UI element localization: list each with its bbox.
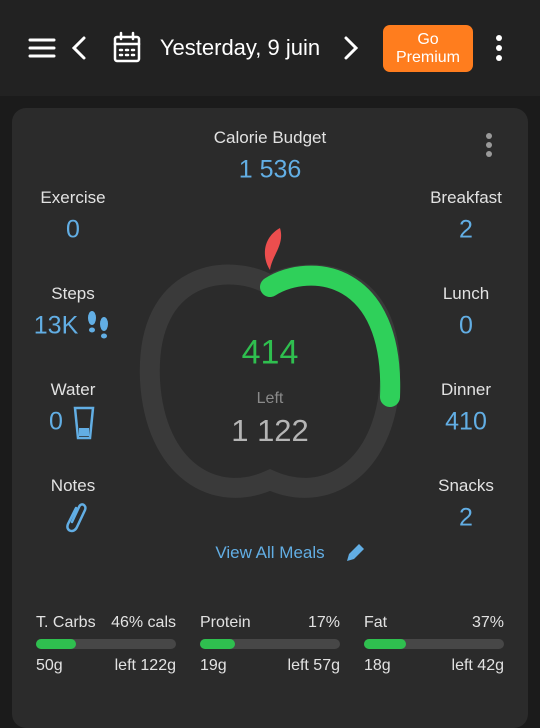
- calorie-ring-track: [139, 264, 401, 498]
- premium-line: Premium: [395, 48, 460, 66]
- stat-value[interactable]: 0: [49, 407, 63, 436]
- macro-fill: [364, 639, 406, 649]
- macro-bar: [364, 639, 504, 649]
- stat-label: Exercise: [40, 188, 106, 207]
- macro-amount: 19g: [200, 657, 227, 674]
- stat-label: Notes: [50, 476, 96, 495]
- summary-card: [12, 108, 528, 728]
- meal-value[interactable]: 2: [459, 503, 473, 532]
- apple-leaf: [264, 228, 282, 270]
- consumed-value: 414: [241, 333, 299, 372]
- more-button[interactable]: [496, 35, 502, 61]
- macro-share: 46% cals: [111, 614, 176, 631]
- macro-left: left 42g: [451, 657, 504, 674]
- macro-amount: 50g: [36, 657, 63, 674]
- meal-value[interactable]: 0: [459, 311, 473, 340]
- left-label: Left: [256, 390, 284, 407]
- menu-button[interactable]: [28, 38, 56, 58]
- view-all-meals-link[interactable]: View All Meals: [215, 543, 325, 562]
- go-premium-button[interactable]: Go Premium: [383, 25, 473, 72]
- budget-label: Calorie Budget: [213, 128, 327, 147]
- next-day-button[interactable]: [344, 36, 359, 60]
- footsteps-icon: [88, 311, 108, 339]
- date-label: Yesterday, 9 juin: [159, 35, 321, 60]
- meal-label: Lunch: [442, 284, 490, 303]
- screen: Yesterday, 9 juin Go Premium Calorie Bud…: [12, 25, 528, 728]
- left-value: 1 122: [231, 413, 309, 448]
- previous-day-button[interactable]: [71, 36, 86, 60]
- meal-value[interactable]: 410: [445, 407, 487, 436]
- macro-carbs: T. Carbs 46% cals 50g left 122g: [36, 614, 176, 684]
- stat-value[interactable]: 13K: [33, 311, 79, 340]
- macro-share: 37%: [471, 614, 504, 631]
- calorie-ring-progress: [260, 265, 401, 407]
- edit-meals-icon[interactable]: [347, 544, 364, 561]
- macro-fill: [36, 639, 76, 649]
- macro-name: T. Carbs: [36, 614, 96, 631]
- card-menu-button[interactable]: [486, 133, 492, 157]
- header-icons: [28, 31, 502, 63]
- stat-label: Steps: [51, 284, 95, 303]
- stat-label: Water: [50, 380, 96, 399]
- macro-bar: [200, 639, 340, 649]
- premium-line: Go: [417, 30, 439, 48]
- calendar-button[interactable]: [113, 31, 141, 63]
- macro-amount: 18g: [364, 657, 391, 674]
- macro-name: Protein: [200, 614, 251, 631]
- macro-left: left 122g: [114, 657, 176, 674]
- macro-fill: [200, 639, 235, 649]
- macro-left: left 57g: [287, 657, 340, 674]
- meal-label: Breakfast: [430, 188, 502, 207]
- meal-label: Snacks: [438, 476, 494, 495]
- notes-clip-icon[interactable]: [66, 503, 87, 533]
- macro-name: Fat: [364, 614, 388, 631]
- meal-label: Dinner: [440, 380, 492, 399]
- water-level: [79, 428, 89, 436]
- meal-value[interactable]: 2: [459, 215, 473, 244]
- stat-value[interactable]: 0: [66, 215, 80, 244]
- macro-protein: Protein 17% 19g left 57g: [200, 614, 340, 684]
- macro-share: 17%: [307, 614, 340, 631]
- budget-value: 1 536: [238, 155, 302, 184]
- macro-bar: [36, 639, 176, 649]
- water-cup-icon[interactable]: [73, 406, 95, 440]
- macro-fat: Fat 37% 18g left 42g: [364, 614, 504, 684]
- card-graphics: [66, 133, 492, 561]
